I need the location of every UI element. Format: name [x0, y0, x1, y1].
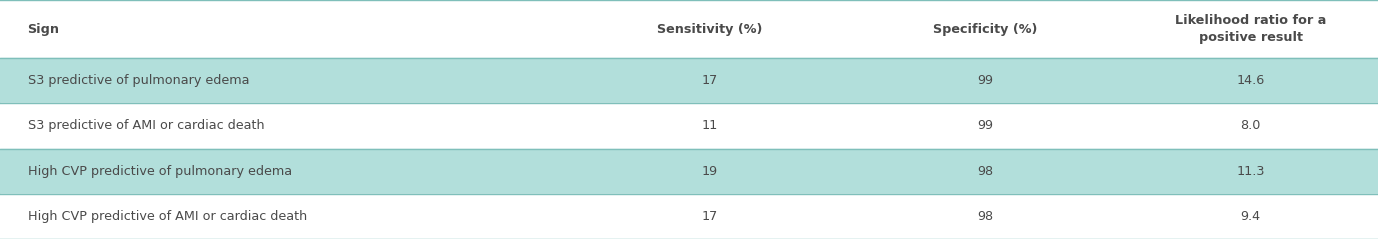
Text: 11.3: 11.3 [1236, 165, 1265, 178]
Bar [0, 0, 1378, 58]
Text: 17: 17 [701, 210, 718, 223]
Text: 19: 19 [701, 165, 718, 178]
Text: S3 predictive of pulmonary edema: S3 predictive of pulmonary edema [28, 74, 249, 87]
Text: 11: 11 [701, 119, 718, 132]
Bar [0, 103, 1378, 148]
Text: Sensitivity (%): Sensitivity (%) [657, 22, 762, 36]
Bar [0, 58, 1378, 103]
Bar [0, 148, 1378, 194]
Text: 99: 99 [977, 74, 994, 87]
Text: 99: 99 [977, 119, 994, 132]
Text: Specificity (%): Specificity (%) [933, 22, 1038, 36]
Text: High CVP predictive of pulmonary edema: High CVP predictive of pulmonary edema [28, 165, 292, 178]
Text: 98: 98 [977, 210, 994, 223]
Text: 8.0: 8.0 [1240, 119, 1261, 132]
Text: S3 predictive of AMI or cardiac death: S3 predictive of AMI or cardiac death [28, 119, 265, 132]
Text: 9.4: 9.4 [1240, 210, 1261, 223]
Text: Sign: Sign [28, 22, 59, 36]
Text: Likelihood ratio for a
positive result: Likelihood ratio for a positive result [1175, 14, 1326, 44]
Bar [0, 194, 1378, 239]
Text: 17: 17 [701, 74, 718, 87]
Text: 98: 98 [977, 165, 994, 178]
Text: 14.6: 14.6 [1236, 74, 1265, 87]
Text: High CVP predictive of AMI or cardiac death: High CVP predictive of AMI or cardiac de… [28, 210, 307, 223]
